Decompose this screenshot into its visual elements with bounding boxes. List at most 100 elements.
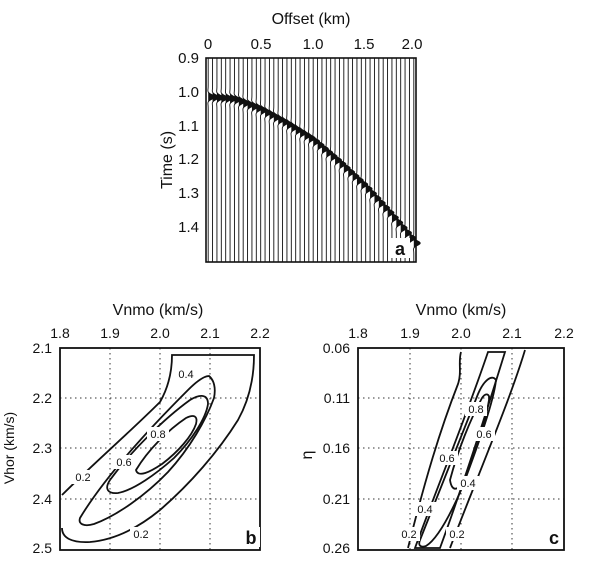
panel-a-trace bbox=[286, 58, 294, 262]
panel-b-clabel-06: 0.6 bbox=[116, 457, 131, 469]
panel-a-trace-fill bbox=[221, 87, 228, 108]
panel-b-ytick-1: 2.2 bbox=[33, 390, 53, 406]
panel-a-trace bbox=[281, 58, 290, 262]
panel-a-trace-fill bbox=[400, 217, 408, 238]
panel-a-trace bbox=[277, 58, 286, 262]
panel-a-trace-fill bbox=[208, 86, 215, 107]
panel-c-ytick-1: 0.11 bbox=[324, 390, 350, 406]
panel-a-label: a bbox=[395, 239, 406, 259]
panel-c-y-ticklabels: 0.06 0.11 0.16 0.21 0.26 bbox=[323, 340, 350, 556]
panel-b-x-ticklabels: 1.8 1.9 2.0 2.1 2.2 bbox=[50, 325, 270, 341]
panel-a-trace bbox=[369, 58, 377, 262]
panel-a-xlabel: Offset (km) bbox=[272, 11, 351, 28]
panel-a-trace-fill bbox=[251, 96, 259, 117]
panel-a-trace-fill bbox=[260, 100, 268, 121]
panel-a-trace bbox=[246, 58, 255, 262]
panel-a-trace-fill bbox=[396, 212, 403, 233]
panel-a-trace-fill bbox=[247, 94, 255, 115]
panel-a-trace bbox=[268, 58, 277, 262]
panel-b-clabel-02-bottom: 0.2 bbox=[133, 529, 148, 541]
panel-b-clabel-04: 0.4 bbox=[178, 369, 193, 381]
panel-c-ytick-3: 0.21 bbox=[323, 491, 350, 507]
panel-a-trace-fill bbox=[282, 112, 290, 133]
panel-b-ylabel: Vhor (km/s) bbox=[1, 412, 17, 484]
panel-a-trace bbox=[391, 58, 399, 262]
panel-a-xtick-1: 0.5 bbox=[251, 36, 272, 53]
panel-c-grid bbox=[358, 348, 564, 550]
panel-a-trace-fill bbox=[361, 174, 368, 195]
panel-a-trace bbox=[312, 58, 320, 262]
panel-a-trace-fill bbox=[387, 202, 394, 223]
panel-a-trace-fill bbox=[352, 166, 359, 187]
panel-a-trace bbox=[321, 58, 329, 262]
panel-c-clabel-06-left: 0.6 bbox=[439, 453, 454, 465]
panel-b-xtick-0: 1.8 bbox=[50, 325, 70, 341]
panel-a-xtick-3: 1.5 bbox=[354, 36, 375, 53]
panel-a-trace-fill bbox=[321, 138, 329, 159]
panel-a-trace bbox=[395, 58, 404, 262]
panel-a-reflection-event bbox=[208, 86, 421, 254]
panel-c-clabel-02-left: 0.2 bbox=[401, 529, 416, 541]
panel-a-label-bg bbox=[390, 238, 410, 258]
panel-a-y-ticklabels: 0.9 1.0 1.1 1.2 1.3 1.4 bbox=[178, 50, 199, 236]
panel-c-contour-labels: 0.8 0.6 0.6 0.4 0.4 0.2 0.2 bbox=[398, 402, 495, 541]
panel-a-ytick-4: 1.3 bbox=[178, 185, 199, 202]
panel-a-trace-fill bbox=[383, 197, 390, 218]
panel-a-trace-fill bbox=[295, 120, 303, 141]
panel-a-trace bbox=[229, 58, 237, 262]
panel-c-xtick-1: 1.9 bbox=[400, 325, 420, 341]
panel-a-trace-fill bbox=[335, 150, 342, 171]
panel-a-trace bbox=[356, 58, 364, 262]
panel-a-trace bbox=[382, 58, 391, 262]
panel-b-xtick-3: 2.1 bbox=[200, 325, 220, 341]
panel-a-trace bbox=[251, 58, 259, 262]
panel-a-trace-fill bbox=[313, 131, 320, 152]
panel-a-ytick-1: 1.0 bbox=[178, 84, 199, 101]
panel-a-trace-fill bbox=[243, 93, 250, 114]
panel-c-label: c bbox=[549, 528, 559, 548]
panel-a-trace-fill bbox=[278, 109, 285, 130]
panel-a-trace-fill bbox=[273, 107, 281, 128]
panel-a-trace bbox=[316, 58, 325, 262]
panel-a-trace-fill bbox=[304, 125, 311, 146]
panel-c-xtick-2: 2.0 bbox=[451, 325, 471, 341]
panel-b-xtick-1: 1.9 bbox=[100, 325, 120, 341]
panel-a-trace-fill bbox=[238, 91, 246, 112]
panel-a-seismogram: Offset (km) 0 0.5 1.0 1.5 2.0 0.9 1.0 1.… bbox=[159, 11, 423, 263]
panel-a-trace bbox=[264, 58, 272, 262]
panel-b-clabel-02-left: 0.2 bbox=[75, 472, 90, 484]
panel-c-xtick-3: 2.1 bbox=[502, 325, 522, 341]
panel-a-trace-fill bbox=[339, 154, 346, 175]
panel-c-label-bg bbox=[545, 527, 563, 547]
panel-a-trace bbox=[373, 58, 382, 262]
panel-a-trace bbox=[299, 58, 308, 262]
panel-a-ytick-5: 1.4 bbox=[178, 219, 199, 236]
panel-a-trace bbox=[242, 58, 251, 262]
panel-b-ytick-2: 2.3 bbox=[33, 440, 53, 456]
panel-c-clabel-06-right: 0.6 bbox=[476, 429, 491, 441]
panel-a-trace bbox=[211, 58, 220, 262]
panel-a-trace-fill bbox=[300, 122, 307, 143]
panel-a-xtick-0: 0 bbox=[204, 36, 212, 53]
panel-a-trace-fill bbox=[230, 88, 237, 109]
panel-a-trace bbox=[259, 58, 268, 262]
panel-a-trace bbox=[308, 58, 316, 262]
panel-a-trace bbox=[408, 58, 417, 262]
panel-a-trace-fill bbox=[225, 88, 233, 109]
panel-a-trace bbox=[325, 58, 334, 262]
panel-b-frame bbox=[59, 347, 261, 551]
panel-a-trace bbox=[413, 58, 421, 262]
panel-a-trace bbox=[290, 58, 299, 262]
panel-a-trace bbox=[386, 58, 395, 262]
panel-b-label-bg bbox=[242, 527, 260, 547]
panel-c-ytick-2: 0.16 bbox=[323, 440, 350, 456]
panel-b-contour-06 bbox=[106, 395, 209, 494]
panel-a-ytick-0: 0.9 bbox=[178, 50, 199, 67]
panel-a-trace-fill bbox=[378, 193, 386, 214]
panel-a-ytick-2: 1.1 bbox=[178, 118, 199, 135]
panel-a-trace-fill bbox=[256, 98, 263, 119]
panel-a-x-ticklabels: 0 0.5 1.0 1.5 2.0 bbox=[204, 36, 423, 53]
panel-a-trace-fill bbox=[405, 222, 412, 243]
panel-a-trace bbox=[238, 58, 246, 262]
panel-a-trace bbox=[233, 58, 242, 262]
